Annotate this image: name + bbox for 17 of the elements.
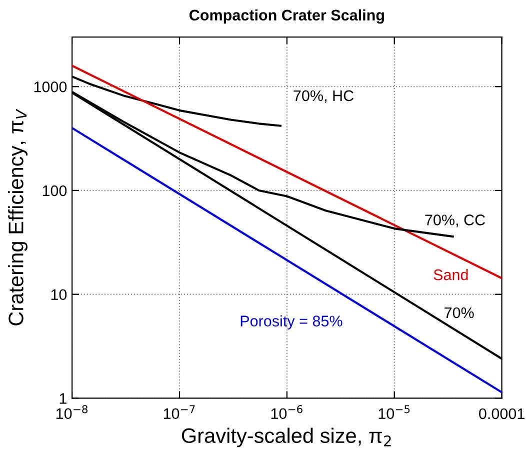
chart-title: Compaction Crater Scaling <box>190 9 384 24</box>
y-tick-label: 1000 <box>34 81 67 92</box>
series-label: 70%, CC <box>425 214 485 228</box>
series-label: Porosity = 85% <box>240 315 342 330</box>
x-axis-title: Gravity-scaled size, π$_{2}$ <box>182 428 391 448</box>
x-tick-label: 0.0001 <box>479 408 524 420</box>
x-tick-label: 10$^{−7}$ <box>164 405 195 420</box>
series-label: 70% <box>444 307 474 318</box>
y-axis-title: Cratering Efficiency, π$_{V}$ <box>8 108 28 326</box>
series-label: Sand <box>434 269 468 280</box>
series-label: 70%, HC <box>294 90 354 103</box>
y-tick-label: 1 <box>60 393 66 404</box>
x-tick-label: 10$^{−8}$ <box>56 405 88 420</box>
y-tick-label: 10 <box>51 289 67 300</box>
y-tick-label: 100 <box>42 185 67 196</box>
x-tick-label: 10$^{−6}$ <box>271 405 302 420</box>
x-tick-label: 10$^{−5}$ <box>378 405 410 420</box>
